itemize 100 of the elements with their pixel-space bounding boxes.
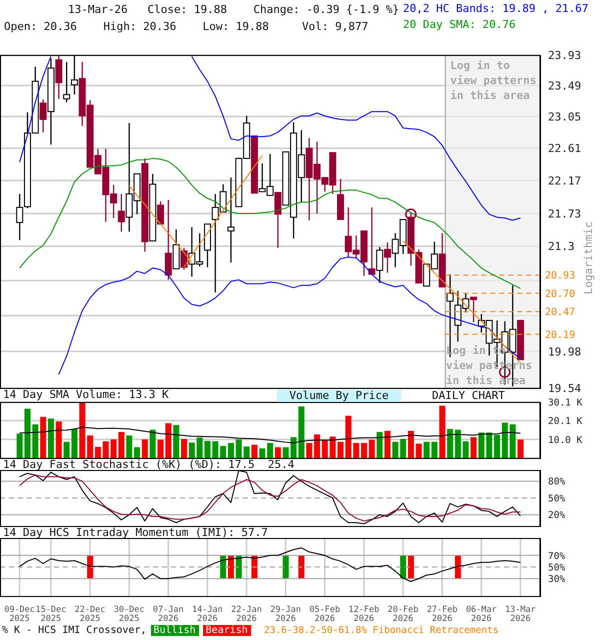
bar bbox=[134, 447, 140, 458]
line-series bbox=[19, 426, 521, 444]
candlestick bbox=[470, 296, 478, 323]
y-tick-label: 19.98 bbox=[548, 345, 582, 358]
bar bbox=[439, 406, 446, 458]
candlestick bbox=[180, 247, 188, 270]
candlestick bbox=[157, 200, 164, 225]
bar bbox=[384, 430, 390, 458]
candlestick bbox=[40, 98, 47, 133]
text: Volume By Price bbox=[277, 389, 401, 402]
y-tick-label: 30% bbox=[548, 574, 566, 585]
bar bbox=[368, 440, 375, 458]
bar bbox=[518, 440, 524, 458]
x-tick-label: 22-Dec 2025 bbox=[74, 605, 106, 624]
x-tick-label: 12-Feb 2026 bbox=[348, 605, 380, 624]
x-tick-label: 13-Mar 2026 bbox=[505, 605, 536, 624]
bar bbox=[338, 442, 344, 458]
y-tick-label: 22.17 bbox=[548, 174, 582, 188]
text: DAILY CHART bbox=[432, 389, 505, 402]
candlestick bbox=[70, 55, 78, 96]
bar bbox=[56, 422, 62, 458]
ref-line-label: 20.70 bbox=[545, 288, 576, 300]
legend-title: % K - HCS IMI Crossover, bbox=[2, 625, 146, 636]
bar bbox=[181, 439, 187, 458]
bar bbox=[431, 442, 438, 458]
bar bbox=[447, 428, 454, 458]
y-tick-label: 70% bbox=[548, 550, 566, 562]
x-tick-label: 14-Jan 2026 bbox=[192, 605, 223, 624]
bar bbox=[204, 440, 210, 458]
ref-line-label: 20.19 bbox=[545, 330, 576, 341]
bar bbox=[424, 442, 430, 458]
candlestick bbox=[227, 176, 234, 264]
bar bbox=[376, 432, 383, 458]
y-tick-label: 23.93 bbox=[548, 48, 582, 62]
bar bbox=[306, 442, 312, 458]
candlestick bbox=[63, 61, 70, 103]
x-tick-label: 20-Feb 2026 bbox=[388, 605, 418, 624]
bar bbox=[416, 444, 422, 458]
text: 20,2 HC Bands: 19.89 , 21.67 bbox=[403, 2, 588, 15]
bar bbox=[150, 430, 156, 458]
line-series bbox=[19, 547, 521, 582]
candlestick bbox=[164, 199, 172, 280]
y-tick-label: 21.73 bbox=[548, 207, 582, 220]
chart-title: 14 Day Fast Stochastic (%K) (%D): 17.5 25.4 bbox=[3, 458, 294, 471]
bar bbox=[290, 437, 297, 458]
bar bbox=[470, 437, 477, 458]
x-tick-label: 09-Dec 2025 bbox=[4, 605, 35, 624]
y-tick-label: 21.3 bbox=[548, 240, 574, 254]
x-tick-label: 22-Jan 2026 bbox=[231, 605, 262, 624]
candlestick bbox=[55, 55, 62, 100]
bar bbox=[16, 434, 23, 458]
y-tick-label: 23.49 bbox=[548, 79, 582, 92]
bar bbox=[361, 442, 367, 458]
x-tick-label: 29-Jan 2026 bbox=[270, 605, 302, 624]
bar bbox=[126, 435, 132, 458]
x-tick-label: 06-Mar 2026 bbox=[466, 605, 497, 624]
bar bbox=[408, 430, 414, 458]
candlestick bbox=[384, 242, 391, 274]
bar bbox=[251, 444, 258, 458]
bar bbox=[494, 434, 500, 458]
text: 23.6-38.2-50-61.8% Fibonacci Retracements bbox=[264, 625, 498, 637]
chart-title: 14 Day HCS Intraday Momentum (IMI): 57.7 bbox=[3, 526, 268, 539]
candlestick bbox=[376, 246, 384, 284]
y-tick-label: 22.61 bbox=[548, 142, 582, 156]
text: Bullish bbox=[150, 625, 199, 636]
bar bbox=[110, 439, 117, 458]
bar bbox=[158, 440, 164, 458]
text: 20 Day SMA: 20.76 bbox=[403, 18, 516, 31]
candlestick bbox=[118, 193, 125, 232]
bar bbox=[118, 432, 124, 458]
ref-line-label: 20.47 bbox=[545, 307, 576, 318]
ref-line-label: 20.93 bbox=[545, 270, 576, 282]
bar bbox=[64, 442, 70, 458]
y-tick-label: 50% bbox=[548, 493, 566, 504]
bar bbox=[165, 423, 172, 458]
candlestick bbox=[16, 193, 24, 241]
y-tick-label: 19.54 bbox=[548, 382, 582, 395]
x-tick-label: 15-Dec 2025 bbox=[36, 605, 66, 624]
x-tick-label: 05-Feb 2026 bbox=[309, 605, 340, 624]
x-tick-label: 27-Feb 2026 bbox=[426, 605, 458, 624]
x-tick-label: 07-Jan 2026 bbox=[152, 605, 184, 624]
x-tick-label: 30-Dec 2025 bbox=[114, 605, 144, 624]
y-axis-title: Logarithmic bbox=[582, 222, 595, 294]
y-tick-label: 20% bbox=[548, 510, 566, 522]
y-tick-label: 10.0 K bbox=[548, 434, 583, 446]
bar bbox=[314, 434, 320, 458]
bar bbox=[48, 418, 54, 458]
y-tick-label: 80% bbox=[548, 476, 566, 488]
y-tick-label: 50% bbox=[548, 562, 566, 574]
text: Bearish bbox=[202, 625, 251, 636]
text: Open: 20.36 High: 20.36 Low: 19.88 Vol: 9,877 bbox=[4, 20, 368, 33]
bar bbox=[173, 425, 180, 458]
bar bbox=[142, 439, 148, 458]
bar bbox=[282, 447, 289, 458]
bar bbox=[24, 408, 30, 458]
bar bbox=[71, 428, 78, 458]
bar bbox=[298, 406, 304, 458]
candlestick bbox=[274, 192, 282, 248]
bar bbox=[32, 424, 38, 458]
y-tick-label: 30.1 K bbox=[548, 397, 583, 408]
